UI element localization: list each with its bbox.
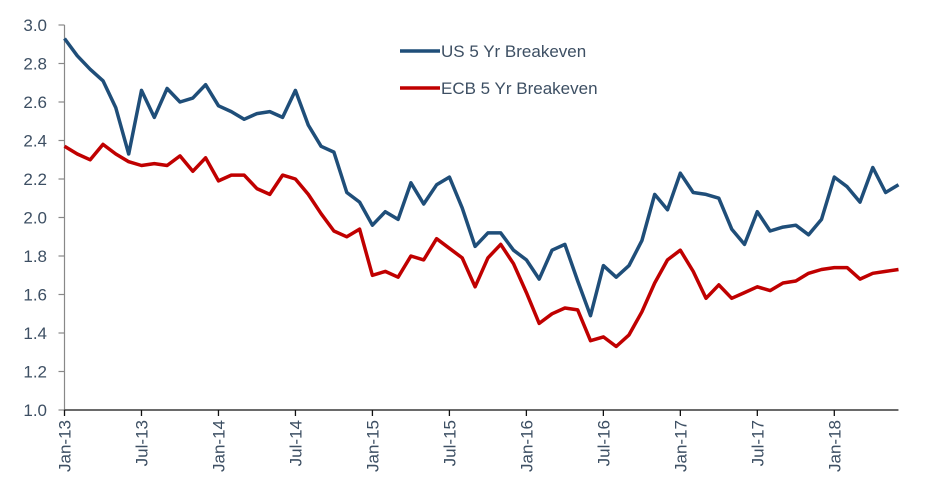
y-tick-label: 1.2 (23, 363, 47, 382)
x-tick-label: Jan-16 (517, 420, 536, 472)
series-lines (63, 37, 900, 349)
legend-label-ecb: ECB 5 Yr Breakeven (441, 79, 598, 98)
y-tick-label: 1.0 (23, 401, 47, 420)
x-tick-label: Jan-14 (209, 420, 228, 472)
legend: US 5 Yr Breakeven ECB 5 Yr Breakeven (400, 42, 598, 98)
x-axis: Jan-13 Jul-13 Jan-14 Jul-14 Jan-15 Jul-15 Jan-… (56, 409, 899, 472)
x-tick-label: Jul-15 (440, 420, 459, 466)
y-tick-label: 1.6 (23, 286, 47, 305)
y-tick-label: 2.8 (23, 55, 47, 74)
x-tick-label: Jan-18 (825, 420, 844, 472)
y-tick-label: 1.8 (23, 247, 47, 266)
y-tick-label: 2.4 (23, 132, 47, 151)
x-tick-label: Jul-17 (748, 420, 767, 466)
x-tick-label: Jul-14 (286, 420, 305, 466)
x-tick-label: Jan-17 (671, 420, 690, 472)
legend-label-us: US 5 Yr Breakeven (441, 42, 586, 61)
x-tick-label: Jul-16 (594, 420, 613, 466)
y-tick-label: 2.6 (23, 93, 47, 112)
x-tick-label: Jul-13 (132, 420, 151, 466)
series-line-ecb-5yr-breakeven (63, 142, 899, 349)
series-line-us-5yr-breakeven (63, 37, 900, 318)
y-tick-label: 1.4 (23, 324, 47, 343)
x-tick-label: Jan-13 (56, 420, 75, 472)
y-tick-label: 3.0 (23, 16, 47, 35)
y-axis: 1.0 1.2 1.4 1.6 1.8 2.0 2.2 2.4 2.6 2.8 3.0 (23, 16, 66, 420)
x-tick-label: Jan-15 (363, 420, 382, 472)
y-tick-label: 2.0 (23, 209, 47, 228)
y-tick-label: 2.2 (23, 170, 47, 189)
